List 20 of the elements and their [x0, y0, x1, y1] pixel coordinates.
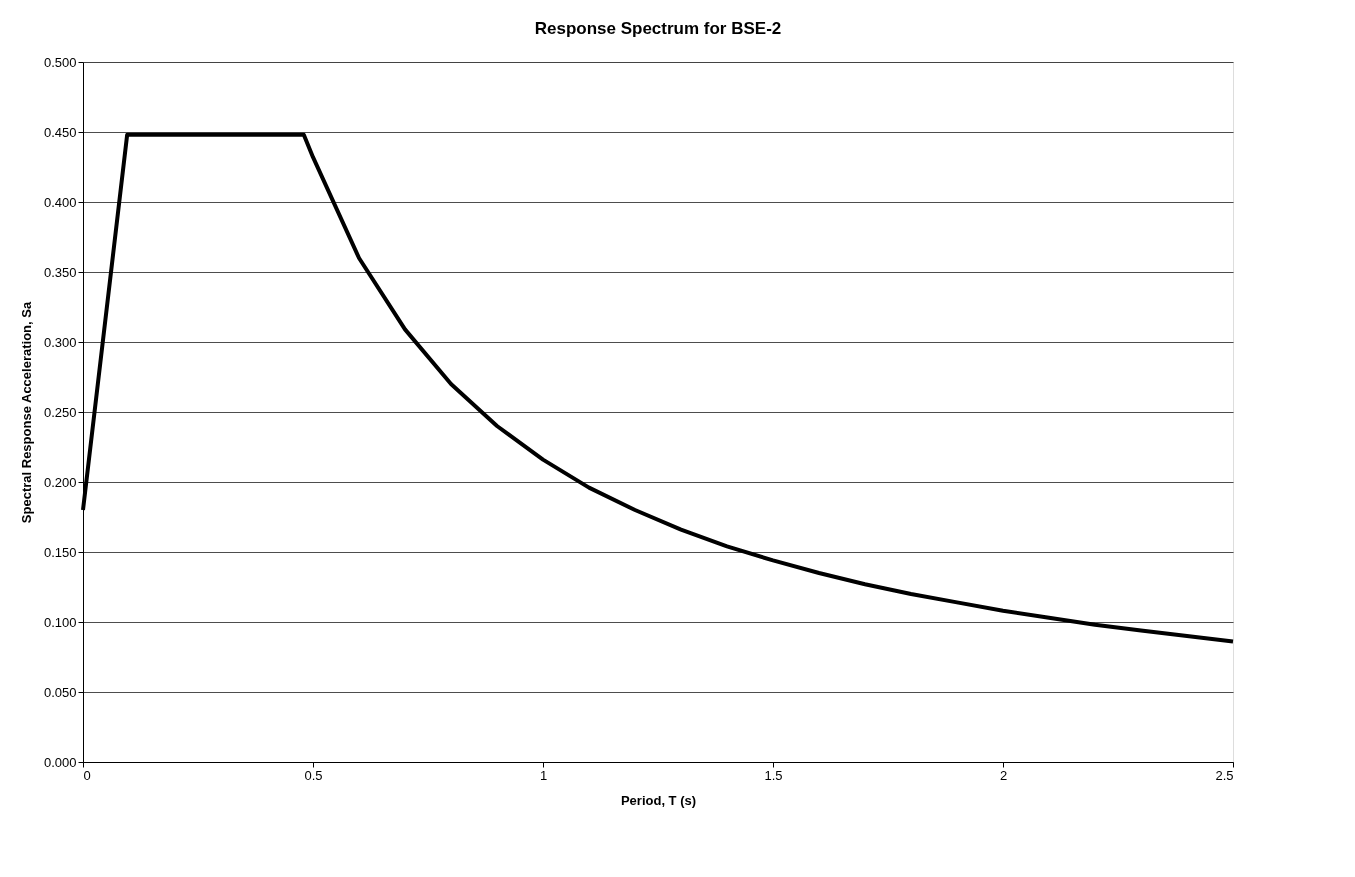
x-tick-label: 0 [83, 767, 91, 783]
x-tick-label: 1 [539, 767, 548, 783]
x-axis-title: Period, T (s) [620, 792, 697, 808]
y-tick-label: 0.250 [43, 404, 77, 420]
x-tick-label: 2 [999, 767, 1008, 783]
chart-title: Response Spectrum for BSE-2 [534, 19, 782, 38]
x-tick-label: 2.5 [1215, 767, 1234, 783]
y-tick-label: 0.150 [43, 544, 77, 560]
y-tick-label: 0.350 [43, 264, 77, 280]
y-tick-label: 0.100 [43, 614, 77, 630]
y-tick-label: 0.450 [43, 124, 77, 140]
y-tick-label: 0.300 [43, 334, 77, 350]
y-tick-label: 0.200 [43, 474, 77, 490]
y-tick-label: 0.000 [43, 754, 77, 770]
x-tick-label: 1.5 [764, 767, 783, 783]
y-tick-label: 0.400 [43, 194, 77, 210]
x-tick-label: 0.5 [304, 767, 323, 783]
y-axis-title: Spectral Response Acceleration, Sa [18, 301, 34, 524]
y-tick-label: 0.050 [43, 684, 77, 700]
y-tick-label: 0.500 [43, 54, 77, 70]
